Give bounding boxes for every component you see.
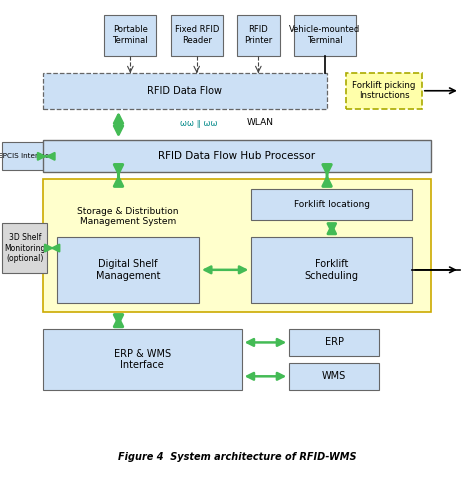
Text: ERP: ERP xyxy=(325,337,344,348)
Text: Fixed RFID
Reader: Fixed RFID Reader xyxy=(174,25,219,45)
Text: RFID Data Flow: RFID Data Flow xyxy=(147,86,222,96)
FancyBboxPatch shape xyxy=(171,15,223,56)
FancyBboxPatch shape xyxy=(237,15,280,56)
Text: Forklift picking
Instructions: Forklift picking Instructions xyxy=(352,81,416,101)
FancyBboxPatch shape xyxy=(251,237,412,302)
FancyBboxPatch shape xyxy=(43,329,242,390)
FancyBboxPatch shape xyxy=(43,73,327,109)
FancyBboxPatch shape xyxy=(43,179,431,312)
Text: Forklift locationg: Forklift locationg xyxy=(294,200,370,209)
Text: ERP & WMS
Interface: ERP & WMS Interface xyxy=(114,348,171,370)
FancyBboxPatch shape xyxy=(2,142,50,170)
Text: Digital Shelf
Management: Digital Shelf Management xyxy=(96,259,160,281)
FancyBboxPatch shape xyxy=(346,73,422,109)
FancyBboxPatch shape xyxy=(251,189,412,220)
Text: 3D Shelf
Monitoring
(optional): 3D Shelf Monitoring (optional) xyxy=(4,233,46,263)
Text: RFID
Printer: RFID Printer xyxy=(244,25,273,45)
Text: Figure 4  System architecture of RFID-WMS: Figure 4 System architecture of RFID-WMS xyxy=(118,453,356,462)
FancyBboxPatch shape xyxy=(57,237,199,302)
Text: Storage & Distribution
Management System: Storage & Distribution Management System xyxy=(77,207,179,227)
Text: Vehicle-mounted
Terminal: Vehicle-mounted Terminal xyxy=(289,25,360,45)
FancyBboxPatch shape xyxy=(294,15,356,56)
FancyBboxPatch shape xyxy=(289,329,379,356)
Text: WLAN: WLAN xyxy=(246,118,273,127)
Text: Forklift
Scheduling: Forklift Scheduling xyxy=(305,259,359,281)
FancyBboxPatch shape xyxy=(289,363,379,390)
FancyBboxPatch shape xyxy=(104,15,156,56)
Text: RFID Data Flow Hub Processor: RFID Data Flow Hub Processor xyxy=(158,151,316,161)
Text: EPCIS Interface: EPCIS Interface xyxy=(0,153,54,159)
FancyBboxPatch shape xyxy=(43,140,431,172)
Text: Portable
Terminal: Portable Terminal xyxy=(112,25,148,45)
Text: ωω ∥ ωω: ωω ∥ ωω xyxy=(180,118,218,127)
FancyBboxPatch shape xyxy=(2,223,47,273)
Text: WMS: WMS xyxy=(322,371,346,381)
